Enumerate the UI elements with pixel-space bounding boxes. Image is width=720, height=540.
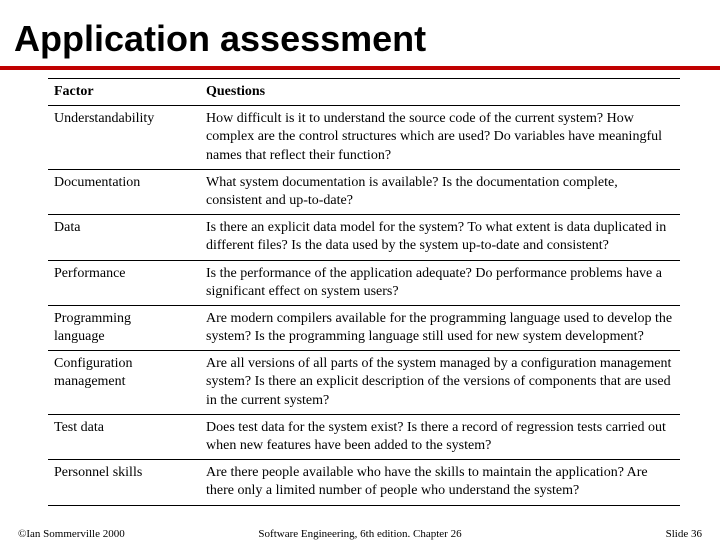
table-row: Programming languageAre modern compilers… <box>48 305 680 350</box>
table-container: Factor Questions UnderstandabilityHow di… <box>0 78 720 506</box>
table-row: Configuration managementAre all versions… <box>48 351 680 415</box>
table-header-row: Factor Questions <box>48 79 680 106</box>
table-row: Test dataDoes test data for the system e… <box>48 414 680 459</box>
factor-cell: Programming language <box>48 305 200 350</box>
factor-cell: Test data <box>48 414 200 459</box>
slide-title: Application assessment <box>0 0 720 66</box>
factor-cell: Documentation <box>48 169 200 214</box>
table-row: DocumentationWhat system documentation i… <box>48 169 680 214</box>
footer-book-title: Software Engineering, 6th edition. Chapt… <box>0 528 720 540</box>
footer-slide-number: Slide 36 <box>666 528 702 540</box>
factor-cell: Data <box>48 215 200 260</box>
table-row: DataIs there an explicit data model for … <box>48 215 680 260</box>
factor-cell: Performance <box>48 260 200 305</box>
slide: Application assessment Factor Questions … <box>0 0 720 540</box>
table-row: UnderstandabilityHow difficult is it to … <box>48 106 680 170</box>
questions-cell: What system documentation is available? … <box>200 169 680 214</box>
questions-cell: How difficult is it to understand the so… <box>200 106 680 170</box>
table-row: PerformanceIs the performance of the app… <box>48 260 680 305</box>
questions-cell: Are modern compilers available for the p… <box>200 305 680 350</box>
factor-cell: Understandability <box>48 106 200 170</box>
questions-cell: Does test data for the system exist? Is … <box>200 414 680 459</box>
header-factor: Factor <box>48 79 200 106</box>
factor-cell: Configuration management <box>48 351 200 415</box>
questions-cell: Is the performance of the application ad… <box>200 260 680 305</box>
header-questions: Questions <box>200 79 680 106</box>
title-underline <box>0 66 720 70</box>
questions-cell: Are all versions of all parts of the sys… <box>200 351 680 415</box>
table-body: UnderstandabilityHow difficult is it to … <box>48 106 680 505</box>
factor-cell: Personnel skills <box>48 460 200 505</box>
assessment-table: Factor Questions UnderstandabilityHow di… <box>48 78 680 506</box>
questions-cell: Are there people available who have the … <box>200 460 680 505</box>
questions-cell: Is there an explicit data model for the … <box>200 215 680 260</box>
table-row: Personnel skillsAre there people availab… <box>48 460 680 505</box>
